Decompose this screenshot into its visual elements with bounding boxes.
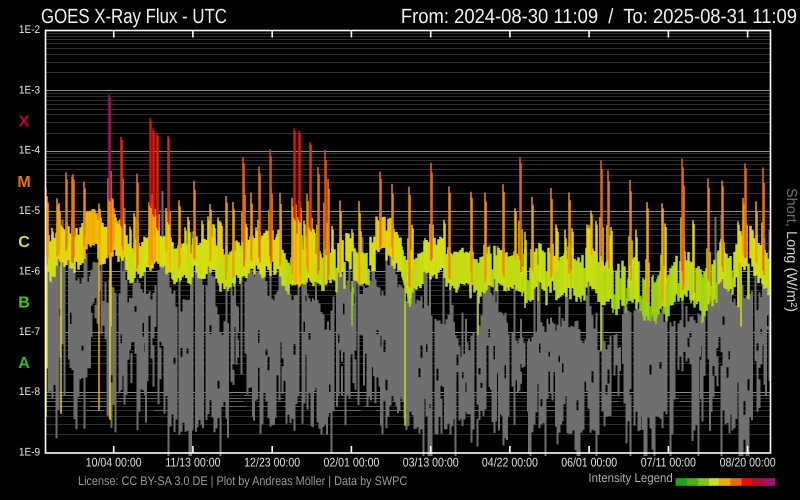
svg-text:B: B bbox=[18, 295, 30, 312]
svg-text:10/04 00:00: 10/04 00:00 bbox=[86, 456, 142, 470]
svg-text:From: 2024-08-30 11:09 / To:: From: 2024-08-30 11:09 / To: 2025-08-31 … bbox=[401, 5, 797, 28]
svg-text:1E-3: 1E-3 bbox=[19, 84, 40, 96]
svg-text:X: X bbox=[19, 114, 30, 131]
svg-text:1E-9: 1E-9 bbox=[19, 447, 40, 459]
svg-text:A: A bbox=[18, 355, 30, 372]
svg-text:07/11 00:00: 07/11 00:00 bbox=[641, 456, 696, 470]
svg-text:12/23 00:00: 12/23 00:00 bbox=[244, 456, 300, 470]
svg-text:License: CC BY-SA 3.0 DE | Plo: License: CC BY-SA 3.0 DE | Plot by Andre… bbox=[78, 474, 407, 488]
svg-text:1E-7: 1E-7 bbox=[19, 326, 40, 338]
svg-text:03/13 00:00: 03/13 00:00 bbox=[403, 456, 459, 470]
svg-text:06/01 00:00: 06/01 00:00 bbox=[561, 456, 617, 470]
svg-text:02/01 00:00: 02/01 00:00 bbox=[323, 456, 379, 470]
svg-text:1E-4: 1E-4 bbox=[19, 145, 40, 157]
svg-text:04/22 00:00: 04/22 00:00 bbox=[482, 456, 538, 470]
svg-text:Intensity Legend: Intensity Legend bbox=[588, 471, 676, 485]
svg-text:1E-8: 1E-8 bbox=[19, 386, 40, 398]
svg-text:1E-2: 1E-2 bbox=[19, 24, 40, 36]
svg-text:GOES X-Ray Flux - UTC: GOES X-Ray Flux - UTC bbox=[41, 5, 227, 28]
svg-text:1E-5: 1E-5 bbox=[19, 205, 40, 217]
svg-text:Short, Long (W/m²): Short, Long (W/m²) bbox=[783, 188, 799, 312]
svg-text:C: C bbox=[18, 234, 30, 251]
svg-text:08/20 00:00: 08/20 00:00 bbox=[720, 456, 776, 470]
svg-text:M: M bbox=[17, 174, 30, 191]
svg-text:1E-6: 1E-6 bbox=[19, 265, 40, 277]
svg-text:11/13 00:00: 11/13 00:00 bbox=[165, 456, 220, 470]
